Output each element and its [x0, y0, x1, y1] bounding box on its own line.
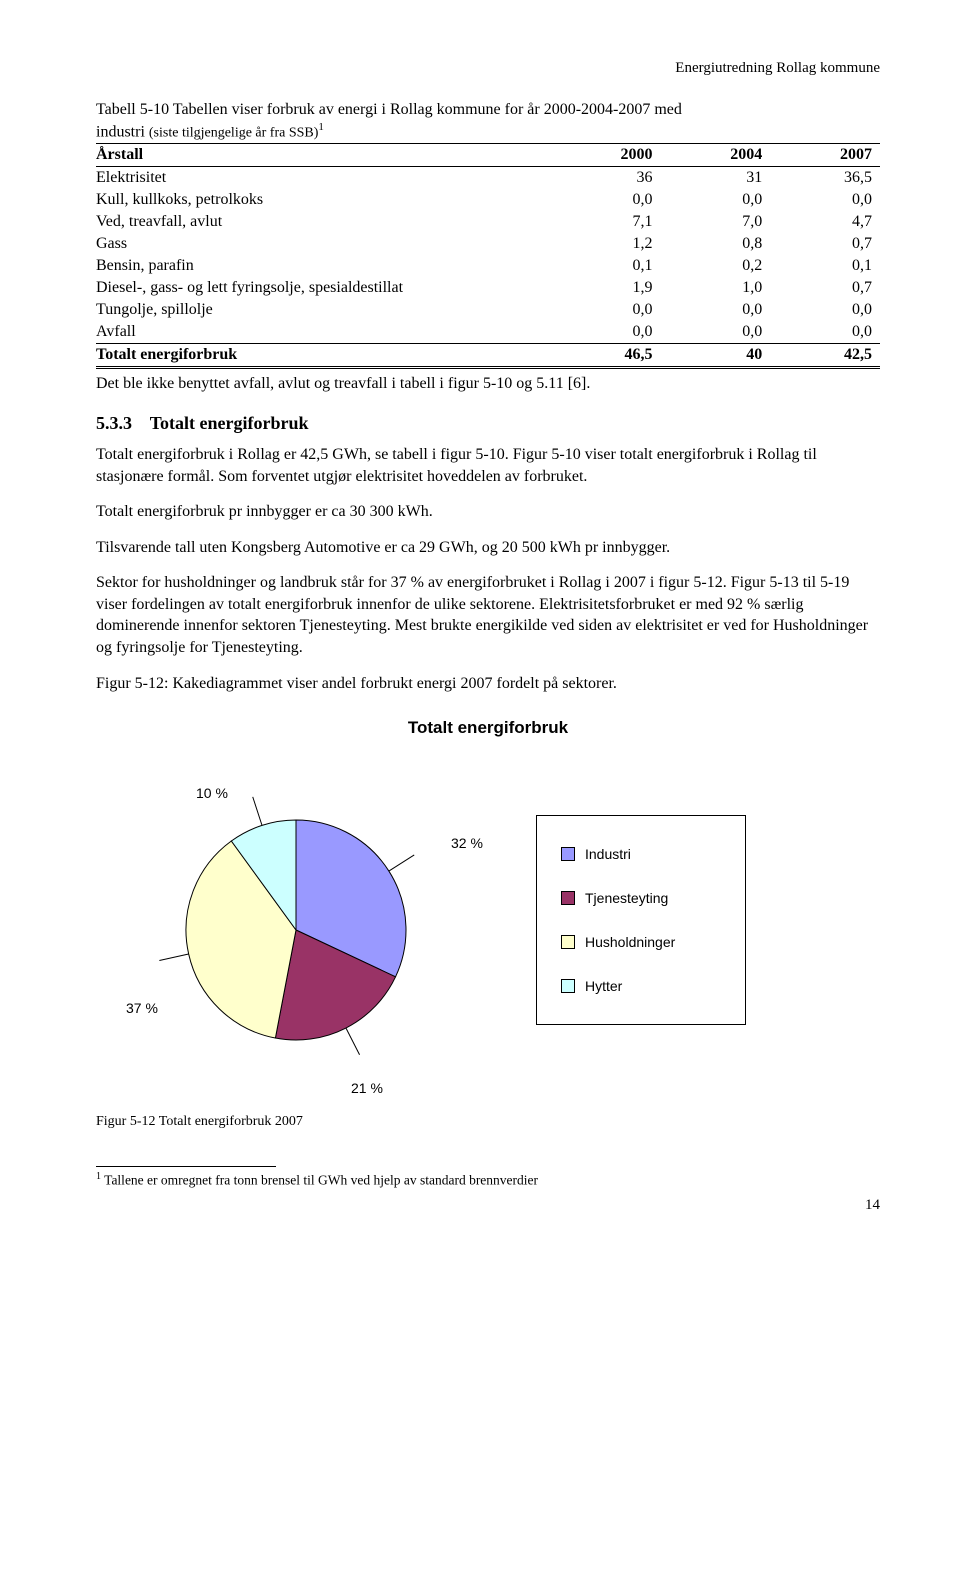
legend-swatch: [561, 935, 575, 949]
row-c2: 0,0: [660, 189, 770, 211]
caption-line2-small: (siste tilgjengelige år fra SSB): [149, 125, 319, 140]
row-c2: 31: [660, 167, 770, 189]
row-c1: 36: [551, 167, 661, 189]
row-c1: 0,1: [551, 255, 661, 277]
legend-row: Industri: [561, 846, 721, 862]
row-label: Tungolje, spillolje: [96, 299, 551, 321]
pie-box: 32 %21 %37 %10 %: [96, 750, 476, 1090]
legend-swatch: [561, 979, 575, 993]
col-header-2007: 2007: [770, 144, 880, 166]
table-row: Diesel-, gass- og lett fyringsolje, spes…: [96, 277, 880, 299]
row-c1: 1,2: [551, 233, 661, 255]
row-label: Gass: [96, 233, 551, 255]
section-heading: 5.3.3 Totalt energiforbruk: [96, 413, 880, 434]
row-c2: 0,0: [660, 299, 770, 321]
legend-swatch: [561, 891, 575, 905]
row-c1: 1,9: [551, 277, 661, 299]
total-c3: 42,5: [770, 344, 880, 366]
pie-slice-label: 21 %: [351, 1080, 383, 1096]
table-caption-line1: Tabell 5-10 Tabellen viser forbruk av en…: [96, 101, 880, 119]
row-c3: 0,1: [770, 255, 880, 277]
table-row: Gass1,20,80,7: [96, 233, 880, 255]
table-row: Ved, treavfall, avlut7,17,04,7: [96, 211, 880, 233]
legend-row: Husholdninger: [561, 934, 721, 950]
row-label: Diesel-, gass- og lett fyringsolje, spes…: [96, 277, 551, 299]
row-c3: 0,0: [770, 189, 880, 211]
pie-slice-label: 10 %: [196, 785, 228, 801]
row-c3: 4,7: [770, 211, 880, 233]
legend-swatch: [561, 847, 575, 861]
row-c3: 0,7: [770, 277, 880, 299]
pie-chart: [96, 750, 476, 1090]
figure-caption: Figur 5-12 Totalt energiforbruk 2007: [96, 1114, 880, 1130]
pie-slice-label: 37 %: [126, 1000, 158, 1016]
table-header-row: Årstall 2000 2004 2007: [96, 144, 880, 166]
caption-line2-prefix: industri: [96, 123, 149, 140]
page-header-right: Energiutredning Rollag kommune: [96, 60, 880, 77]
table-total-rule-bottom: [96, 366, 880, 369]
legend-row: Hytter: [561, 978, 721, 994]
row-label: Ved, treavfall, avlut: [96, 211, 551, 233]
row-c1: 0,0: [551, 189, 661, 211]
chart-legend: Industri Tjenesteyting Husholdninger Hytter: [536, 815, 746, 1025]
table-row: Tungolje, spillolje0,00,00,0: [96, 299, 880, 321]
row-c3: 0,0: [770, 299, 880, 321]
row-c1: 0,0: [551, 299, 661, 321]
chart-title: Totalt energiforbruk: [96, 718, 880, 738]
legend-row: Tjenesteyting: [561, 890, 721, 906]
total-c1: 46,5: [551, 344, 661, 366]
col-header-2000: 2000: [551, 144, 661, 166]
footnote-rule: [96, 1166, 276, 1167]
row-label: Kull, kullkoks, petrolkoks: [96, 189, 551, 211]
footnote-text: Tallene er omregnet fra tonn brensel til…: [104, 1173, 538, 1188]
row-c2: 0,0: [660, 321, 770, 343]
row-c3: 36,5: [770, 167, 880, 189]
total-row: Totalt energiforbruk 46,5 40 42,5: [96, 344, 880, 366]
pie-leader: [389, 855, 414, 871]
section-p3: Tilsvarende tall uten Kongsberg Automoti…: [96, 537, 880, 559]
legend-label: Hytter: [585, 978, 622, 994]
section-p4: Sektor for husholdninger og landbruk stå…: [96, 572, 880, 658]
col-header-2004: 2004: [660, 144, 770, 166]
legend-label: Industri: [585, 846, 631, 862]
energy-table: Årstall 2000 2004 2007 Elektrisitet36313…: [96, 144, 880, 343]
footnote: 1 Tallene er omregnet fra tonn brensel t…: [96, 1171, 880, 1189]
table-row: Elektrisitet363136,5: [96, 167, 880, 189]
table-caption-line2: industri (siste tilgjengelige år fra SSB…: [96, 121, 880, 141]
row-c1: 0,0: [551, 321, 661, 343]
after-table-text: Det ble ikke benyttet avfall, avlut og t…: [96, 373, 880, 395]
col-header-label: Årstall: [96, 144, 551, 166]
caption-footref: 1: [318, 121, 324, 133]
legend-label: Tjenesteyting: [585, 890, 668, 906]
row-label: Avfall: [96, 321, 551, 343]
table-row: Avfall0,00,00,0: [96, 321, 880, 343]
total-label: Totalt energiforbruk: [96, 344, 551, 366]
legend-label: Husholdninger: [585, 934, 675, 950]
row-label: Elektrisitet: [96, 167, 551, 189]
row-label: Bensin, parafin: [96, 255, 551, 277]
section-p2: Totalt energiforbruk pr innbygger er ca …: [96, 501, 880, 523]
row-c2: 0,8: [660, 233, 770, 255]
row-c1: 7,1: [551, 211, 661, 233]
row-c2: 1,0: [660, 277, 770, 299]
pie-leader: [253, 797, 262, 826]
page-number: 14: [96, 1197, 880, 1214]
chart-container: 32 %21 %37 %10 % IndustriTjenesteytingHu…: [96, 750, 880, 1090]
row-c3: 0,0: [770, 321, 880, 343]
table-row: Kull, kullkoks, petrolkoks0,00,00,0: [96, 189, 880, 211]
section-title: Totalt energiforbruk: [150, 413, 309, 433]
total-c2: 40: [660, 344, 770, 366]
pie-leader: [159, 954, 188, 961]
row-c2: 0,2: [660, 255, 770, 277]
section-p5: Figur 5-12: Kakediagrammet viser andel f…: [96, 673, 880, 695]
energy-table-total: Totalt energiforbruk 46,5 40 42,5: [96, 344, 880, 366]
pie-slice-label: 32 %: [451, 835, 483, 851]
row-c2: 7,0: [660, 211, 770, 233]
pie-leader: [346, 1028, 360, 1055]
table-row: Bensin, parafin0,10,20,1: [96, 255, 880, 277]
section-p1: Totalt energiforbruk i Rollag er 42,5 GW…: [96, 444, 880, 487]
section-num: 5.3.3: [96, 413, 132, 433]
row-c3: 0,7: [770, 233, 880, 255]
footnote-marker: 1: [96, 1171, 101, 1182]
